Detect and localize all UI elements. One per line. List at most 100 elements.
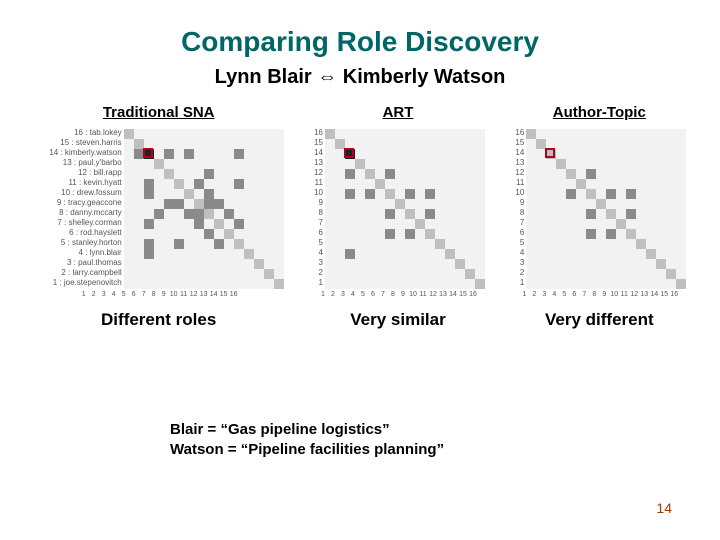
matrix-cell — [475, 189, 485, 199]
matrix-cell — [676, 169, 686, 179]
matrix-cell — [385, 229, 395, 239]
matrix-cell — [395, 159, 405, 169]
y-axis-ticks: 16151413121110987654321 — [515, 129, 526, 289]
matrix-cell — [596, 239, 606, 249]
matrix-cell — [194, 199, 204, 209]
matrix-cell — [526, 219, 536, 229]
matrix-cell — [676, 229, 686, 239]
matrix-cell — [325, 209, 335, 219]
matrix-cell — [134, 169, 144, 179]
matrix-cell — [204, 219, 214, 229]
matrix-cell — [385, 159, 395, 169]
matrix-cell — [676, 199, 686, 209]
matrix-cell — [576, 249, 586, 259]
matrix-cell — [395, 229, 405, 239]
matrix-cell — [566, 179, 576, 189]
matrix-cell — [264, 179, 274, 189]
matrix-cell — [656, 139, 666, 149]
matrix-cell — [214, 149, 224, 159]
matrix-cell — [546, 169, 556, 179]
matrix-cell — [586, 139, 596, 149]
matrix-cell — [616, 249, 626, 259]
matrix-cell — [616, 199, 626, 209]
matrix-cell — [204, 189, 214, 199]
matrix-cell — [435, 189, 445, 199]
matrix-cell — [445, 229, 455, 239]
matrix-cell — [264, 219, 274, 229]
matrix-cell — [536, 139, 546, 149]
matrix-cell — [194, 209, 204, 219]
matrix-cell — [586, 149, 596, 159]
y-tick: 1 — [515, 279, 524, 289]
matrix-cell — [395, 189, 405, 199]
matrix-cell — [234, 179, 244, 189]
x-axis-ticks: 12345678910111213141516 — [318, 291, 478, 298]
matrix-cell — [445, 279, 455, 289]
matrix-cell — [455, 269, 465, 279]
y-axis-ticks: 16151413121110987654321 — [314, 129, 325, 289]
matrix-cell — [435, 199, 445, 209]
matrix-cell — [385, 259, 395, 269]
matrix-cell — [646, 249, 656, 259]
matrix-cell — [455, 229, 465, 239]
matrix-cell — [194, 129, 204, 139]
matrix-cell — [626, 259, 636, 269]
matrix-cell — [656, 189, 666, 199]
matrix-cell — [415, 249, 425, 259]
matrix-cell — [164, 129, 174, 139]
matrix-cell — [375, 189, 385, 199]
matrix-cell — [626, 219, 636, 229]
matrix-cell — [254, 259, 264, 269]
matrix-cell — [405, 129, 415, 139]
matrix-cell — [214, 239, 224, 249]
x-tick: 3 — [99, 291, 109, 298]
matrix-cell — [365, 239, 375, 249]
matrix-cell — [566, 259, 576, 269]
matrix-cell — [445, 189, 455, 199]
matrix-cell — [405, 199, 415, 209]
matrix-cell — [124, 259, 134, 269]
matrix-cell — [395, 179, 405, 189]
matrix-cell — [415, 269, 425, 279]
matrix-cell — [606, 199, 616, 209]
matrix-cell — [365, 209, 375, 219]
matrix-cell — [576, 269, 586, 279]
matrix-cell — [576, 189, 586, 199]
matrix-cell — [234, 169, 244, 179]
matrix-cell — [134, 199, 144, 209]
matrix-cell — [204, 149, 214, 159]
matrix-cell — [526, 169, 536, 179]
matrix-cell — [335, 239, 345, 249]
matrix-cell — [435, 259, 445, 269]
y-label: 1 : joe.stepenovitch — [49, 279, 121, 289]
matrix-cell — [626, 209, 636, 219]
matrix-cell — [566, 269, 576, 279]
matrix-cell — [546, 239, 556, 249]
x-tick: 15 — [659, 291, 669, 298]
matrix-cell — [556, 209, 566, 219]
matrix-cell — [656, 159, 666, 169]
matrix-cell — [526, 239, 536, 249]
matrix-cell — [164, 219, 174, 229]
matrix-cell — [214, 279, 224, 289]
matrix-cell — [214, 259, 224, 269]
matrix-cell — [606, 169, 616, 179]
matrix-cell — [194, 179, 204, 189]
similarity-matrix — [526, 129, 686, 289]
matrix-cell — [154, 259, 164, 269]
matrix-cell — [154, 139, 164, 149]
matrix-cell — [134, 179, 144, 189]
matrix-cell — [656, 179, 666, 189]
matrix-cell — [244, 279, 254, 289]
matrix-cell — [425, 149, 435, 159]
matrix-cell — [626, 239, 636, 249]
matrix-cell — [606, 269, 616, 279]
matrix-cell — [385, 279, 395, 289]
matrix-cell — [586, 129, 596, 139]
matrix-cell — [194, 249, 204, 259]
matrix-cell — [274, 279, 284, 289]
matrix-cell — [375, 199, 385, 209]
matrix-cell — [194, 169, 204, 179]
matrix-cell — [335, 199, 345, 209]
matrix-cell — [365, 219, 375, 229]
